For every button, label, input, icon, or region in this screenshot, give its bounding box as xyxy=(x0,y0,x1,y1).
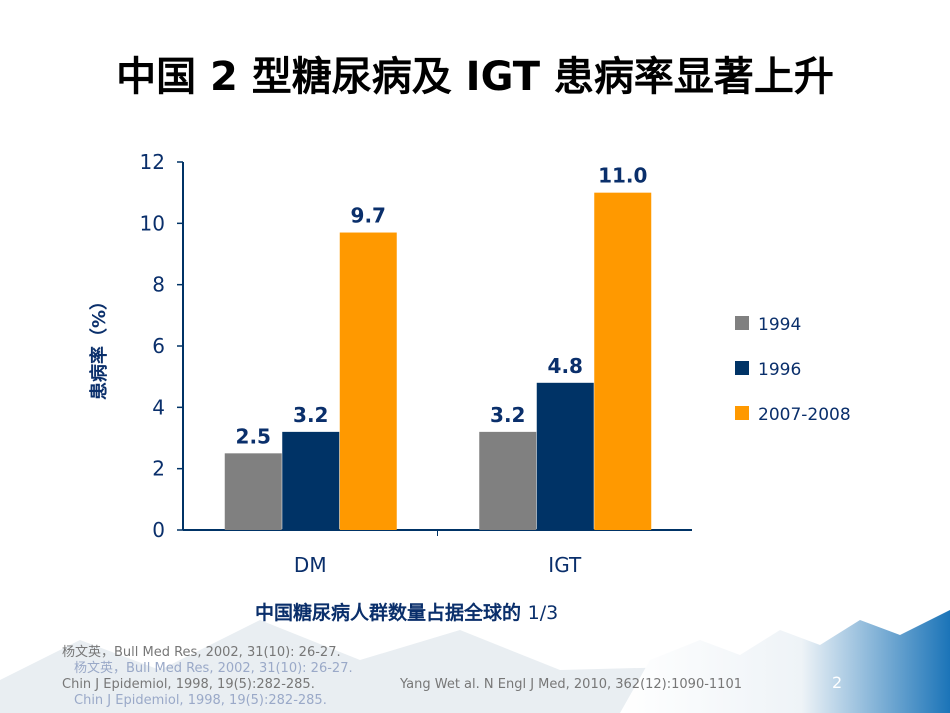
subtitle-text: 中国糖尿病人群数量占据全球的 xyxy=(255,602,522,624)
y-axis-label: 患病率（%） xyxy=(88,292,110,400)
footnote-2: Chin J Epidemiol, 1998, 19(5):282-285. xyxy=(62,677,315,692)
bar-chart: 0 2 4 6 8 10 12 DM 2.5 3.2 9.7 IGT 3.2 4.8 11.0 患病率（%） 1… xyxy=(88,150,851,577)
x-tick-label: DM xyxy=(294,553,327,577)
data-label: 9.7 xyxy=(351,204,386,228)
y-tick-label: 8 xyxy=(152,273,165,297)
legend-swatch-1996 xyxy=(735,361,749,375)
data-label: 3.2 xyxy=(490,403,525,427)
slide-title: 中国 2 型糖尿病及 IGT 患病率显著上升 xyxy=(116,54,834,100)
footnote-1: 杨文英，Bull Med Res, 2002, 31(10): 26-27. xyxy=(62,645,341,660)
chart-subtitle: 中国糖尿病人群数量占据全球的 1/3 xyxy=(255,598,558,625)
legend-swatch-1994 xyxy=(735,316,749,330)
data-label: 4.8 xyxy=(548,354,583,378)
legend-label: 1994 xyxy=(758,315,801,335)
bar-1996-DM xyxy=(282,431,340,530)
y-tick-label: 0 xyxy=(152,518,165,542)
data-label: 3.2 xyxy=(293,403,328,427)
x-tick-label: IGT xyxy=(548,553,582,577)
subtitle-fraction: 1/3 xyxy=(527,602,559,624)
footnote-1-shadow: 杨文英，Bull Med Res, 2002, 31(10): 26-27. xyxy=(74,661,353,676)
legend-label: 1996 xyxy=(758,360,801,380)
page-number: 2 xyxy=(832,673,843,692)
data-label: 2.5 xyxy=(236,424,271,448)
legend-label: 2007-2008 xyxy=(758,405,851,425)
footnote-3: Yang Wet al. N Engl J Med, 2010, 362(12)… xyxy=(400,677,742,692)
bar-2007-2008-IGT xyxy=(594,192,652,530)
y-tick-label: 4 xyxy=(152,395,165,419)
y-tick-label: 6 xyxy=(152,334,165,358)
bar-1994-DM xyxy=(224,453,282,530)
bar-1994-IGT xyxy=(479,431,537,530)
background-landscape xyxy=(0,610,950,713)
y-tick-label: 2 xyxy=(152,457,165,481)
legend-swatch-2007-2008 xyxy=(735,406,749,420)
y-tick-label: 10 xyxy=(140,211,165,235)
bar-2007-2008-DM xyxy=(339,232,397,531)
y-tick-label: 12 xyxy=(140,150,165,174)
bar-1996-IGT xyxy=(536,382,594,530)
footnote-2-shadow: Chin J Epidemiol, 1998, 19(5):282-285. xyxy=(74,693,327,708)
data-label: 11.0 xyxy=(598,164,647,188)
